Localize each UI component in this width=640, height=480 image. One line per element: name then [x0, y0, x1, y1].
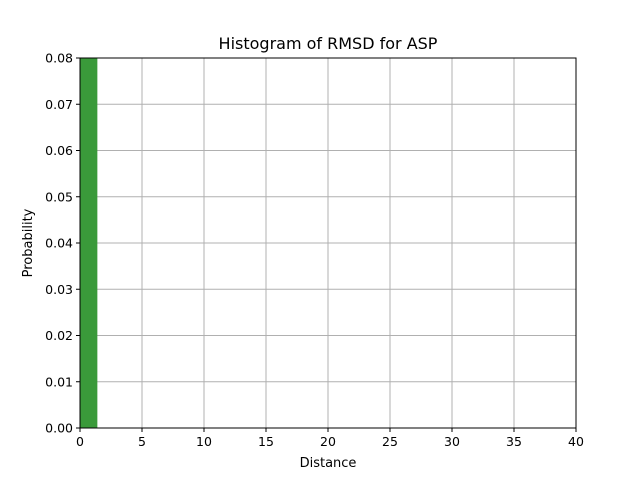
y-tick-label: 0.01: [45, 374, 73, 389]
y-tick-label: 0.03: [45, 282, 73, 297]
y-tick-label: 0.08: [45, 51, 73, 66]
grid: [79, 57, 577, 429]
ticks: 0 5 10 15 20 25 30 35 40 0.00 0.01 0.02 0.03 0.04 0.05…: [45, 51, 584, 450]
histogram-bar: [80, 58, 98, 428]
x-tick-label: 35: [506, 434, 522, 449]
x-tick-label: 40: [568, 434, 584, 449]
x-tick-label: 20: [320, 434, 336, 449]
y-axis-label: Probability: [21, 208, 36, 277]
y-tick-label: 0.07: [45, 97, 73, 112]
y-tick-label: 0.05: [45, 189, 73, 204]
x-tick-label: 10: [196, 434, 212, 449]
bars: [80, 58, 98, 428]
y-tick-label: 0.02: [45, 328, 73, 343]
x-tick-label: 25: [382, 434, 398, 449]
x-tick-label: 0: [76, 434, 84, 449]
y-tick-label: 0.04: [45, 236, 73, 251]
x-tick-label: 5: [138, 434, 146, 449]
y-tick-label: 0.00: [45, 421, 73, 436]
chart-title: Histogram of RMSD for ASP: [219, 34, 438, 53]
x-axis-label: Distance: [300, 456, 357, 471]
x-tick-label: 15: [258, 434, 274, 449]
x-tick-label: 30: [444, 434, 460, 449]
y-tick-label: 0.06: [45, 143, 73, 158]
